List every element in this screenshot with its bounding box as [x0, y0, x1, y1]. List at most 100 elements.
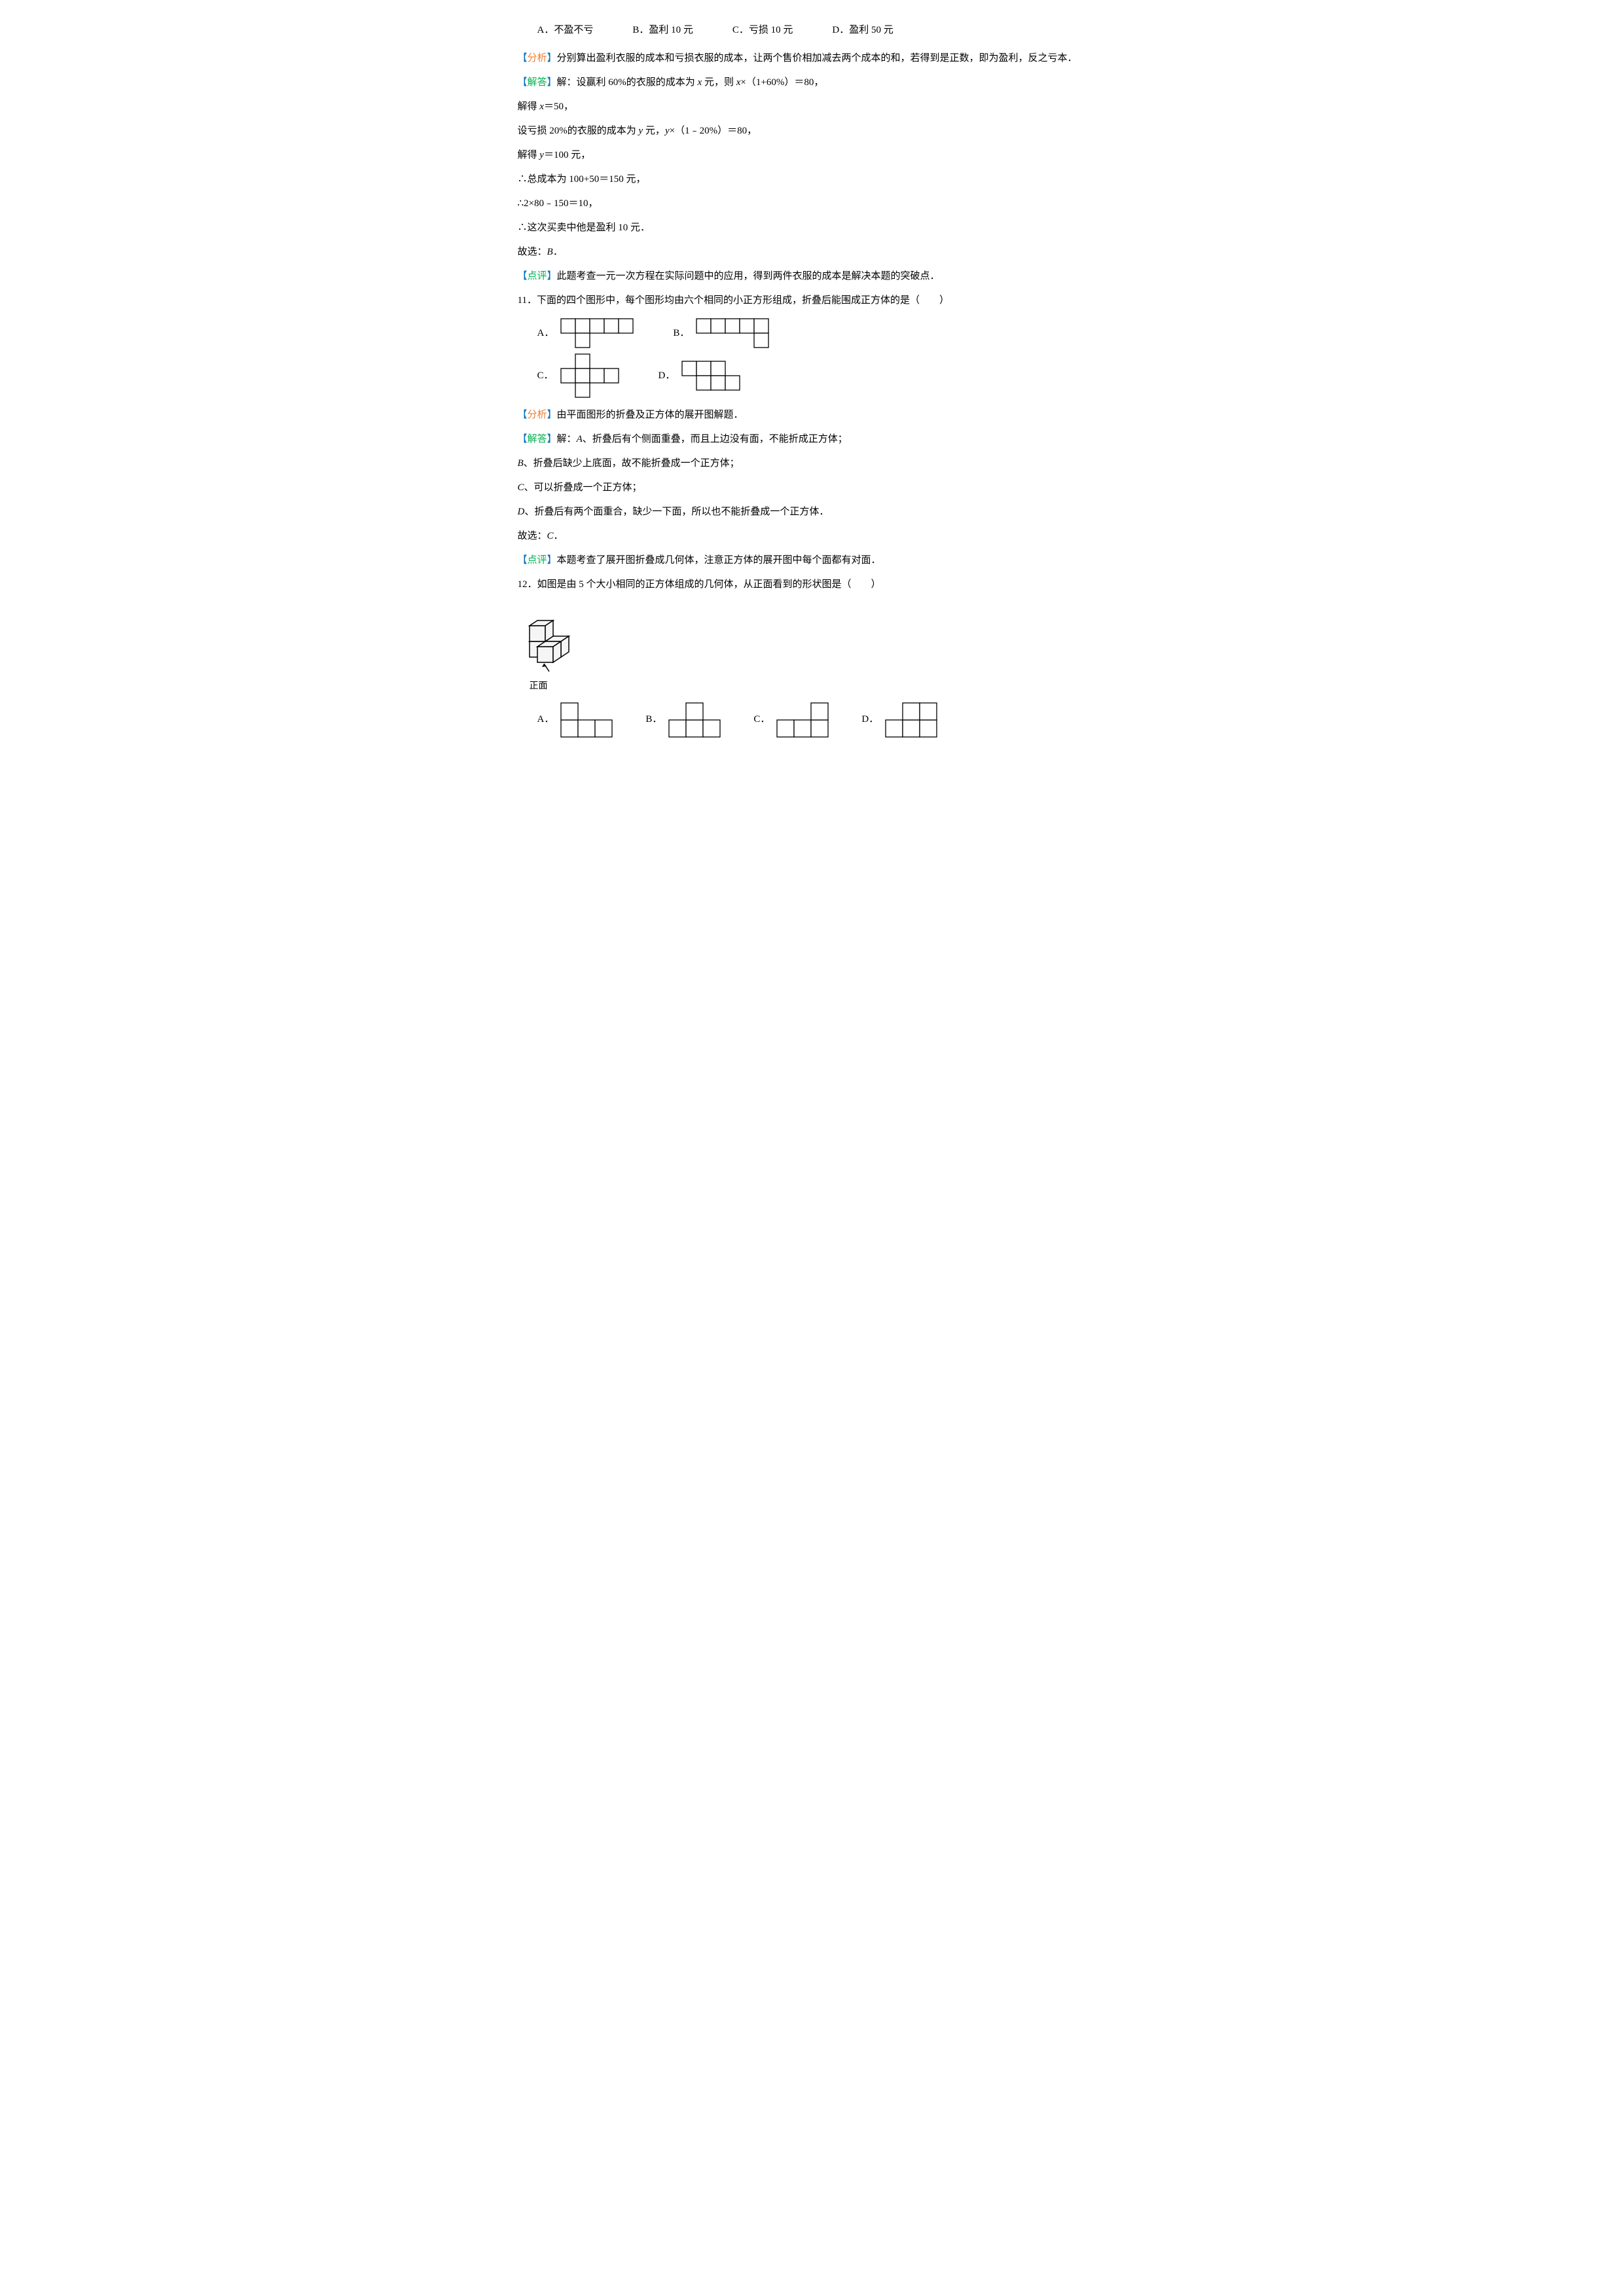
- q11-ansd-i: D: [518, 507, 525, 517]
- q10-a2a: 解得: [518, 101, 540, 112]
- q11-options-row2: C． D．: [518, 353, 1107, 398]
- q10-answer-l3: 设亏损 20%的衣服的成本为 y 元，y×（1﹣20%）＝80，: [518, 119, 1107, 143]
- q11-optB-label: B．: [673, 323, 689, 344]
- q10-opt-c-text: C．亏损 10 元: [732, 20, 793, 41]
- q11-analysis: 【分析】由平面图形的折叠及正方体的展开图解题．: [518, 403, 1107, 427]
- q10-answer-l6: ∴2×80﹣150＝10，: [518, 192, 1107, 216]
- q11-ansa-post: 、折叠后有个侧面重叠，而且上边没有面，不能折成正方体；: [583, 434, 848, 444]
- q10-opt-d-text: D．盈利 50 元: [832, 20, 893, 41]
- q12-optC-label: C．: [753, 709, 770, 730]
- var-x3: x: [539, 101, 544, 112]
- q11-comment-text: 本题考查了展开图折叠成几何体，注意正方体的展开图中每个面都有对面．: [557, 555, 881, 565]
- q10-a3a: 设亏损 20%的衣服的成本为: [518, 126, 639, 136]
- q12-option-a: A．: [537, 702, 613, 738]
- q10-answer-l8: 故选：B．: [518, 240, 1107, 264]
- q10-a1a: 解：设赢利 60%的衣服的成本为: [557, 77, 698, 88]
- q10-opt-a-text: A．不盈不亏: [537, 20, 594, 41]
- q11-ansa-i: A: [577, 434, 583, 444]
- q10-option-c: C．亏损 10 元: [732, 20, 793, 41]
- q10-comment: 【点评】此题考查一元一次方程在实际问题中的应用，得到两件衣服的成本是解决本题的突…: [518, 264, 1107, 289]
- view-diagram-c: [776, 702, 829, 738]
- q12-optB-label: B．: [645, 709, 662, 730]
- q10-analysis: 【分析】分别算出盈利衣服的成本和亏损衣服的成本，让两个售价相加减去两个成本的和，…: [518, 46, 1107, 71]
- q10-a8b: B: [547, 247, 553, 257]
- net-diagram-c: [560, 353, 619, 398]
- q11-optD-label: D．: [659, 365, 676, 387]
- q10-a8c: ．: [553, 247, 563, 257]
- q11-com-bl: 【: [518, 555, 528, 565]
- q11-answer-e: 故选：C．: [518, 524, 1107, 548]
- q10-option-a: A．不盈不亏: [537, 20, 594, 41]
- q10-a2b: ＝50，: [544, 101, 573, 112]
- q11-option-a: A．: [537, 318, 634, 348]
- analysis-bracket-r: 】: [547, 53, 557, 63]
- q12-stem: 12．如图是由 5 个大小相同的正方体组成的几何体，从正面看到的形状图是（ ）: [518, 573, 1107, 597]
- view-diagram-d: [885, 702, 937, 738]
- view-diagram-b: [668, 702, 721, 738]
- q11-ans-bl: 【: [518, 434, 528, 444]
- q11-anse-i: C: [547, 531, 554, 541]
- q10-option-d: D．盈利 50 元: [832, 20, 893, 41]
- analysis-word: 分析: [528, 53, 547, 63]
- q11-ans-w: 解答: [528, 434, 547, 444]
- q11-ansd-post: 、折叠后有两个面重合，缺少一下面，所以也不能折叠成一个正方体．: [524, 507, 829, 517]
- q11-analysis-w: 分析: [528, 410, 547, 420]
- q11-analysis-br: 】: [547, 410, 557, 420]
- q11-anse-post: ．: [554, 531, 564, 541]
- q10-answer-l7: ∴这次买卖中他是盈利 10 元．: [518, 216, 1107, 240]
- q11-option-d: D．: [659, 361, 741, 391]
- answer-bracket-l: 【: [518, 77, 528, 88]
- comment-word: 点评: [528, 271, 547, 281]
- q10-answer-l1: 【解答】解：设赢利 60%的衣服的成本为 x 元，则 x×（1+60%）＝80，: [518, 71, 1107, 95]
- q11-answer-c: C、可以折叠成一个正方体；: [518, 476, 1107, 500]
- answer-bracket-r: 】: [547, 77, 557, 88]
- q10-options: A．不盈不亏 B．盈利 10 元 C．亏损 10 元 D．盈利 50 元: [518, 20, 1107, 41]
- q12-option-d: D．: [861, 702, 937, 738]
- q10-a1b: 元，则: [702, 77, 736, 88]
- front-label: 正面: [530, 677, 1107, 697]
- net-diagram-d: [681, 361, 740, 391]
- q11-answer-d: D、折叠后有两个面重合，缺少一下面，所以也不能折叠成一个正方体．: [518, 500, 1107, 524]
- q11-option-b: B．: [673, 318, 769, 348]
- q10-a3b: 元，: [643, 126, 665, 136]
- q11-com-w: 点评: [528, 555, 547, 565]
- q11-anse-pre: 故选：: [518, 531, 547, 541]
- q11-comment: 【点评】本题考查了展开图折叠成几何体，注意正方体的展开图中每个面都有对面．: [518, 548, 1107, 573]
- q10-option-b: B．盈利 10 元: [632, 20, 693, 41]
- q12-option-b: B．: [645, 702, 721, 738]
- q10-a3c: ×（1﹣20%）＝80，: [670, 126, 757, 136]
- q11-analysis-text: 由平面图形的折叠及正方体的展开图解题．: [557, 410, 744, 420]
- q10-answer-l5: ∴总成本为 100+50＝150 元，: [518, 168, 1107, 192]
- var-y3: y: [539, 150, 544, 160]
- q10-a4a: 解得: [518, 150, 540, 160]
- q12-optA-label: A．: [537, 709, 554, 730]
- q11-ansa-pre: 解：: [557, 434, 577, 444]
- q12-optD-label: D．: [861, 709, 878, 730]
- q11-options-row1: A． B．: [518, 318, 1107, 348]
- net-diagram-a: [560, 318, 634, 348]
- comment-bracket-l: 【: [518, 271, 528, 281]
- q11-ansc-i: C: [518, 482, 524, 493]
- q11-ansb-post: 、折叠后缺少上底面，故不能折叠成一个正方体；: [524, 458, 740, 469]
- q11-com-br: 】: [547, 555, 557, 565]
- analysis-bracket-l: 【: [518, 53, 528, 63]
- q11-analysis-bl: 【: [518, 410, 528, 420]
- q10-answer-l2: 解得 x＝50，: [518, 95, 1107, 119]
- answer-word: 解答: [528, 77, 547, 88]
- q10-a8a: 故选：: [518, 247, 547, 257]
- q11-optA-label: A．: [537, 323, 554, 344]
- q10-opt-b-text: B．盈利 10 元: [632, 20, 693, 41]
- comment-bracket-r: 】: [547, 271, 557, 281]
- var-y2: y: [665, 126, 670, 136]
- q12-option-c: C．: [753, 702, 829, 738]
- q10-analysis-text: 分别算出盈利衣服的成本和亏损衣服的成本，让两个售价相加减去两个成本的和，若得到是…: [557, 53, 1077, 63]
- q11-answer-b: B、折叠后缺少上底面，故不能折叠成一个正方体；: [518, 452, 1107, 476]
- q12-3d-figure: 正面: [518, 603, 1107, 697]
- q12-options: A． B． C． D．: [518, 702, 1107, 738]
- cube-3d-icon: [518, 603, 590, 675]
- net-diagram-b: [696, 318, 769, 348]
- q10-a4b: ＝100 元，: [544, 150, 590, 160]
- q11-option-c: C．: [537, 353, 619, 398]
- q11-optC-label: C．: [537, 365, 554, 387]
- q11-stem: 11．下面的四个图形中，每个图形均由六个相同的小正方形组成，折叠后能围成正方体的…: [518, 289, 1107, 313]
